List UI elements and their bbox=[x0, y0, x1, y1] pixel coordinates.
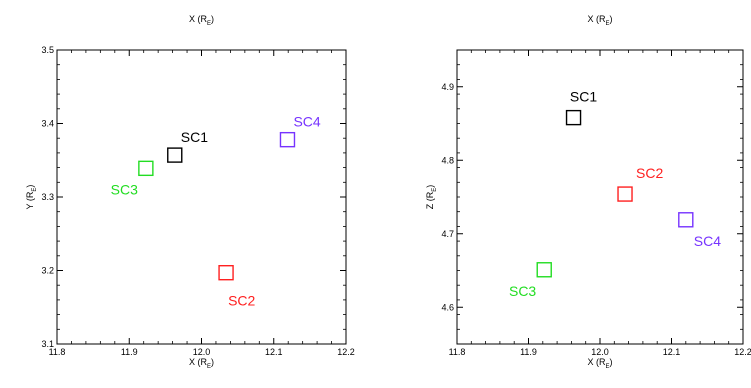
point-label-sc4: SC4 bbox=[293, 114, 320, 130]
y-tick-label: 3.2 bbox=[41, 266, 54, 276]
x-tick-label: 11.9 bbox=[121, 347, 138, 357]
y-tick-label: 3.4 bbox=[41, 119, 54, 129]
x-tick-label: 11.8 bbox=[449, 347, 466, 357]
point-marker-sc4 bbox=[279, 131, 296, 148]
x-tick-label: 11.8 bbox=[49, 347, 66, 357]
y-tick-label: 4.6 bbox=[441, 302, 454, 312]
x-tick-label: 12.0 bbox=[591, 347, 609, 357]
point-label-sc2: SC2 bbox=[228, 293, 255, 309]
y-tick-label: 3.3 bbox=[41, 192, 54, 202]
y-tick-label: 3.5 bbox=[41, 45, 54, 55]
y-tick-label: 4.7 bbox=[441, 229, 454, 239]
y-axis-label: Y (RE) bbox=[25, 185, 38, 210]
point-marker-sc3 bbox=[138, 160, 154, 177]
x-tick-label: 12.1 bbox=[663, 347, 681, 357]
point-label-sc1: SC1 bbox=[570, 89, 597, 105]
plot-frame bbox=[456, 49, 744, 345]
x-tick-label: 12.1 bbox=[265, 347, 283, 357]
x-tick-label: 12.0 bbox=[193, 347, 211, 357]
point-label-sc3: SC3 bbox=[509, 283, 536, 299]
y-tick-label: 4.8 bbox=[441, 155, 454, 165]
point-marker-sc1 bbox=[167, 147, 183, 163]
point-label-sc4: SC4 bbox=[694, 233, 721, 249]
chart-panel-1: X (RE) 11.8 11.9 12.0 12.1 12.2 3.1 3.2 3.3 3.4 3.… bbox=[25, 14, 355, 370]
point-label-sc3: SC3 bbox=[111, 181, 138, 197]
y-tick-label: 3.1 bbox=[41, 339, 54, 349]
plot-frame bbox=[56, 49, 347, 345]
x-axis-label: X (RE) bbox=[587, 357, 612, 370]
chart-panel-2: X (RE) 11.8 11.9 12.0 12.1 12.2 4.6 4.7 4.8 4.9 X … bbox=[425, 14, 751, 370]
x-tick-label: 12.2 bbox=[337, 347, 355, 357]
point-marker-sc2 bbox=[218, 265, 234, 281]
point-marker-sc4 bbox=[678, 212, 694, 228]
y-axis-label: Z (RE) bbox=[425, 185, 438, 210]
point-marker-sc2 bbox=[617, 186, 633, 202]
x-tick-label: 11.9 bbox=[520, 347, 537, 357]
x-tick-label: 12.2 bbox=[734, 347, 751, 357]
top-axis-label: X (RE) bbox=[189, 14, 214, 27]
point-label-sc1: SC1 bbox=[181, 129, 208, 145]
top-axis-label: X (RE) bbox=[587, 14, 612, 27]
y-tick-label: 4.9 bbox=[441, 82, 454, 92]
point-marker-sc3 bbox=[536, 262, 552, 278]
point-label-sc2: SC2 bbox=[636, 165, 663, 181]
point-marker-sc1 bbox=[565, 109, 582, 126]
x-axis-label: X (RE) bbox=[189, 357, 214, 370]
